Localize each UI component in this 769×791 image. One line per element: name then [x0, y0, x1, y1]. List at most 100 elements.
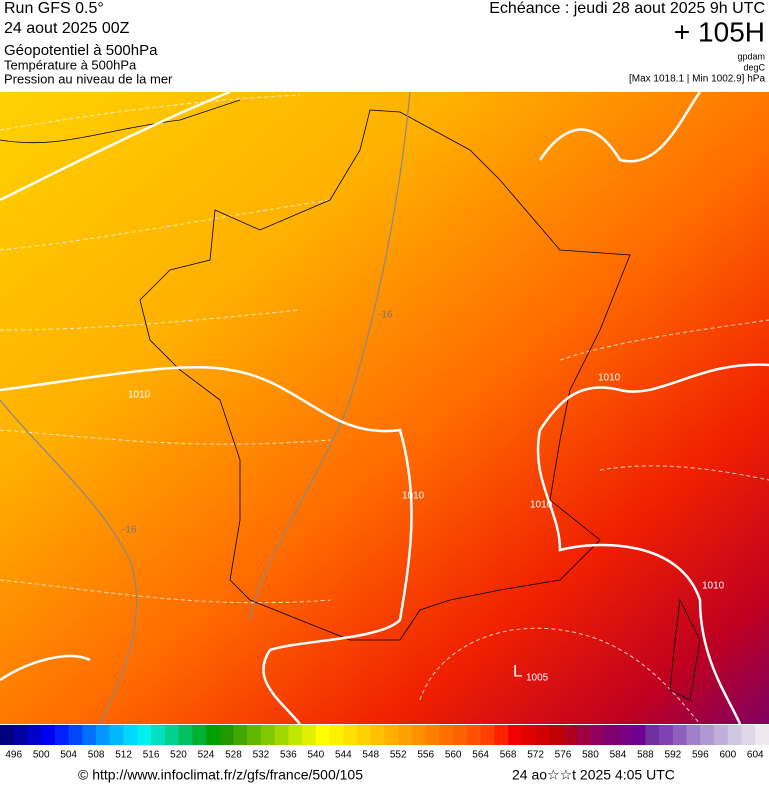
colorbar-label: 588	[637, 750, 654, 761]
colorbar-swatch	[563, 725, 578, 745]
timestamp: 24 ao☆☆t 2025 4:05 UTC	[512, 767, 675, 783]
colorbar-swatch	[82, 725, 97, 745]
colorbar-swatch	[68, 725, 83, 745]
geopotential-isolines	[0, 91, 411, 725]
colorbar-swatch	[700, 725, 715, 745]
colorbar-label: 544	[335, 750, 352, 761]
colorbar-label: 536	[280, 750, 297, 761]
colorbar-swatch	[247, 725, 262, 745]
colorbar-swatch	[604, 725, 619, 745]
colorbar-label: 592	[665, 750, 682, 761]
colorbar-label: 568	[500, 750, 517, 761]
colorbar-swatch	[508, 725, 523, 745]
colorbar-swatch	[645, 725, 660, 745]
colorbar-swatch	[521, 725, 536, 745]
geopotential-label: -16	[378, 310, 393, 321]
colorbar-label: 556	[417, 750, 434, 761]
pressure-range: [Max 1018.1 | Min 1002.9] hPa	[629, 74, 765, 85]
colorbar-swatch	[178, 725, 193, 745]
colorbar-label: 516	[143, 750, 160, 761]
colorbar-swatch	[480, 725, 495, 745]
map-background	[0, 92, 769, 724]
colorbar-swatch	[714, 725, 729, 745]
colorbar-label: 548	[362, 750, 379, 761]
colorbar-swatch	[343, 725, 358, 745]
field-label: Pression au niveau de la mer	[4, 71, 173, 86]
colorbar-swatch	[686, 725, 701, 745]
colorbar-label: 580	[582, 750, 599, 761]
isobar-label: 1010	[598, 373, 621, 384]
colorbar-swatch	[659, 725, 674, 745]
colorbar-swatch	[288, 725, 303, 745]
low-pressure-value: 1005	[526, 673, 549, 684]
colorbar-label: 552	[390, 750, 407, 761]
colorbar-label: 596	[692, 750, 709, 761]
run-date: 24 aout 2025 00Z	[4, 20, 130, 37]
colorbar-swatch	[398, 725, 413, 745]
colorbar-label: 512	[115, 750, 132, 761]
source-url: © http://www.infoclimat.fr/z/gfs/france/…	[78, 767, 363, 783]
run-title: Run GFS 0.5°	[4, 0, 104, 17]
temperature-isolines	[0, 94, 769, 725]
map: 1010 1010 1010 1010 1010 L 1005 -16 -16	[0, 90, 769, 725]
colorbar-swatch	[205, 725, 221, 745]
colorbar-label: 524	[198, 750, 215, 761]
unit-label: gpdam	[737, 51, 765, 61]
field-label: Température à 500hPa	[4, 57, 137, 72]
colorbar-label: 508	[88, 750, 105, 761]
colorbar-swatch	[466, 725, 481, 745]
colorbar-swatch	[274, 725, 289, 745]
low-marker: L	[513, 661, 522, 680]
colorbar-swatch	[370, 725, 385, 745]
geopotential-label: -16	[122, 525, 137, 536]
colorbar-swatch	[137, 725, 152, 745]
colorbar-swatch	[13, 725, 28, 745]
colorbar-swatch	[411, 725, 426, 745]
coastlines	[0, 99, 701, 701]
isobar-label: 1010	[128, 390, 151, 401]
colorbar-label: 572	[527, 750, 544, 761]
colorbar-swatch	[109, 725, 124, 745]
colorbar-label: 532	[253, 750, 270, 761]
colorbar-swatch	[41, 725, 56, 745]
colorbar: 496 500 504 508 512 516 520 524 528 532 536 540 544 5…	[0, 725, 769, 761]
colorbar-swatch	[590, 725, 605, 745]
forecast-time: Echéance : jeudi 28 aout 2025 9h UTC	[489, 0, 765, 17]
isobar-label: 1010	[530, 500, 553, 511]
colorbar-swatch	[453, 725, 468, 745]
colorbar-label: 520	[170, 750, 187, 761]
colorbar-swatch	[617, 725, 632, 745]
colorbar-swatch	[727, 725, 742, 745]
colorbar-swatch	[27, 725, 42, 745]
colorbar-label: 584	[610, 750, 627, 761]
colorbar-label: 528	[225, 750, 242, 761]
colorbar-swatch	[164, 725, 179, 745]
colorbar-label: 496	[5, 750, 22, 761]
colorbar-label: 600	[719, 750, 736, 761]
colorbar-swatch	[494, 725, 509, 745]
colorbar-label: 560	[445, 750, 462, 761]
colorbar-label: 576	[555, 750, 572, 761]
colorbar-swatch	[384, 725, 399, 745]
colorbar-swatch	[329, 725, 344, 745]
colorbar-label: 604	[747, 750, 764, 761]
colorbar-swatch	[672, 725, 687, 745]
colorbar-swatch	[357, 725, 372, 745]
isobar-label: 1010	[402, 491, 425, 502]
isobar-label: 1010	[702, 581, 725, 592]
colorbar-swatch	[576, 725, 591, 745]
colorbar-swatch	[549, 725, 564, 745]
colorbar-swatch	[425, 725, 440, 745]
colorbar-swatch	[315, 725, 330, 745]
colorbar-swatch	[741, 725, 756, 745]
colorbar-swatch	[260, 725, 275, 745]
colorbar-swatch	[192, 725, 207, 745]
colorbar-label: 540	[307, 750, 324, 761]
colorbar-label: 504	[60, 750, 77, 761]
colorbar-swatch	[535, 725, 550, 745]
colorbar-swatch	[123, 725, 138, 745]
colorbar-swatch	[0, 725, 15, 745]
colorbar-swatch	[439, 725, 454, 745]
colorbar-swatch	[631, 725, 646, 745]
